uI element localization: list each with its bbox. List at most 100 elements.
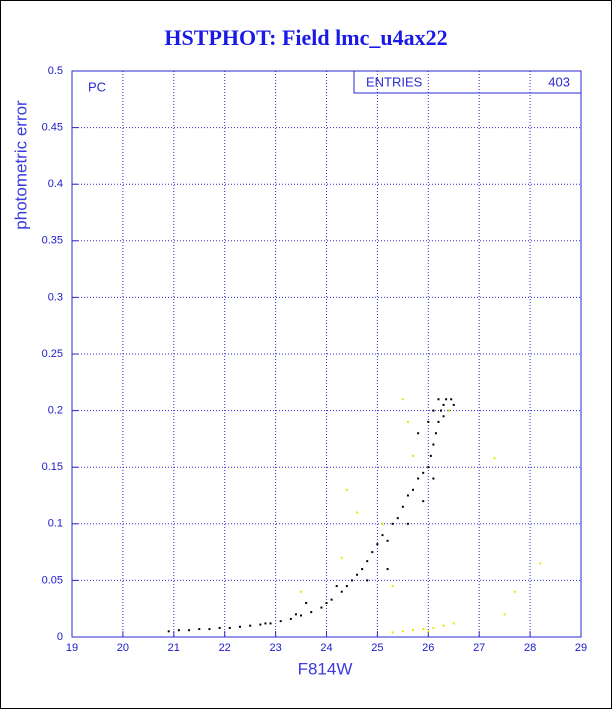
y-axis-label: photometric error <box>11 100 30 230</box>
x-tick-label: 22 <box>219 642 231 654</box>
data-point <box>218 626 221 629</box>
data-point <box>391 631 394 634</box>
data-point <box>406 494 409 497</box>
data-point <box>391 522 394 525</box>
data-point <box>513 590 516 593</box>
data-point <box>340 556 343 559</box>
data-point <box>493 457 496 460</box>
data-point <box>442 415 445 418</box>
data-point <box>442 403 445 406</box>
data-point <box>381 522 384 525</box>
data-point <box>198 628 201 631</box>
data-point <box>376 543 379 546</box>
data-point <box>432 626 435 629</box>
data-point <box>330 598 333 601</box>
data-point <box>391 585 394 588</box>
data-point <box>177 629 180 632</box>
data-point <box>167 630 170 633</box>
y-tick-label: 0.1 <box>48 518 63 530</box>
data-point <box>345 488 348 491</box>
data-point <box>432 477 435 480</box>
data-point <box>366 560 369 563</box>
data-point <box>305 602 308 605</box>
x-tick-label: 25 <box>371 642 383 654</box>
data-point <box>259 623 262 626</box>
data-point <box>320 606 323 609</box>
data-point <box>412 488 415 491</box>
data-point <box>335 585 338 588</box>
stats-label: ENTRIES <box>366 74 423 89</box>
data-point <box>406 420 409 423</box>
x-tick-label: 28 <box>524 642 536 654</box>
data-point <box>427 466 430 469</box>
data-point <box>422 471 425 474</box>
data-point <box>422 500 425 503</box>
data-point <box>396 517 399 520</box>
chart-title: HSTPHOT: Field lmc_u4ax22 <box>164 25 447 50</box>
data-point <box>249 624 252 627</box>
data-point <box>429 454 432 457</box>
data-point <box>427 630 430 633</box>
x-tick-label: 21 <box>168 642 180 654</box>
y-tick-label: 0.2 <box>48 405 63 417</box>
data-point <box>294 613 297 616</box>
data-point <box>361 568 364 571</box>
data-point <box>437 420 440 423</box>
data-point <box>325 602 328 605</box>
data-point <box>188 629 191 632</box>
data-point <box>434 432 437 435</box>
data-point <box>445 398 448 401</box>
data-point <box>432 409 435 412</box>
data-point <box>452 622 455 625</box>
data-point <box>440 409 443 412</box>
data-point <box>345 585 348 588</box>
y-tick-label: 0.3 <box>48 291 63 303</box>
data-point <box>432 443 435 446</box>
data-point <box>386 568 389 571</box>
x-axis-label: F814W <box>298 659 353 678</box>
y-tick-label: 0.05 <box>42 574 63 586</box>
stats-value: 403 <box>548 74 570 89</box>
data-point <box>412 629 415 632</box>
x-tick-label: 26 <box>422 642 434 654</box>
data-point <box>356 511 359 514</box>
x-tick-label: 24 <box>320 642 332 654</box>
data-point <box>279 620 282 623</box>
y-tick-label: 0 <box>57 631 63 643</box>
y-tick-label: 0.35 <box>42 235 63 247</box>
data-point <box>356 573 359 576</box>
plot-frame <box>71 70 582 638</box>
data-point <box>238 625 241 628</box>
data-point <box>450 398 453 401</box>
data-point <box>310 611 313 614</box>
data-point <box>406 522 409 525</box>
data-point <box>289 617 292 620</box>
x-tick-label: 27 <box>473 642 485 654</box>
y-tick-label: 0.5 <box>48 65 63 77</box>
data-point <box>269 622 272 625</box>
data-point <box>350 579 353 582</box>
data-point <box>386 539 389 542</box>
data-point <box>422 628 425 631</box>
data-point <box>401 630 404 633</box>
data-point <box>371 551 374 554</box>
data-point <box>412 454 415 457</box>
x-tick-label: 20 <box>117 642 129 654</box>
data-point <box>366 579 369 582</box>
data-point <box>264 622 267 625</box>
y-tick-label: 0.15 <box>42 461 63 473</box>
data-point <box>381 534 384 537</box>
x-tick-label: 23 <box>269 642 281 654</box>
data-point <box>442 624 445 627</box>
data-point <box>452 403 455 406</box>
data-point <box>300 590 303 593</box>
data-point <box>340 590 343 593</box>
y-tick-label: 0.25 <box>42 348 63 360</box>
data-point <box>401 505 404 508</box>
data-point <box>401 398 404 401</box>
data-point <box>417 477 420 480</box>
data-point <box>228 626 231 629</box>
x-tick-label: 19 <box>66 642 78 654</box>
data-point <box>417 432 420 435</box>
